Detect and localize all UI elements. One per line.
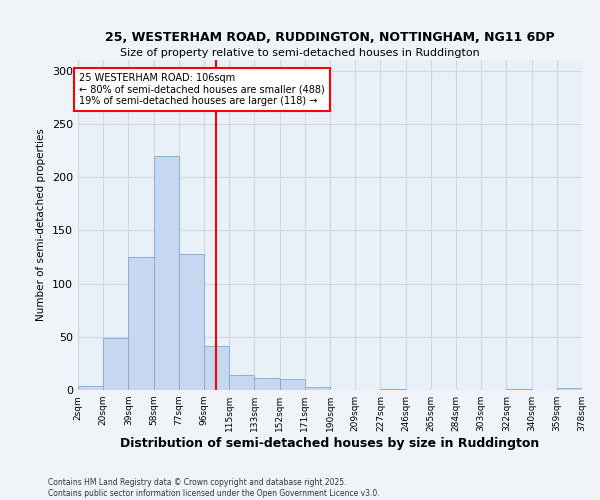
Bar (128, 257, 154, 390)
Text: Contains HM Land Registry data © Crown copyright and database right 2025.
Contai: Contains HM Land Registry data © Crown c… (48, 478, 380, 498)
Bar (280, 380, 305, 390)
Bar (305, 387, 330, 390)
Bar (103, 338, 128, 390)
Bar (229, 375, 254, 390)
Title: 25, WESTERHAM ROAD, RUDDINGTON, NOTTINGHAM, NG11 6DP: 25, WESTERHAM ROAD, RUDDINGTON, NOTTINGH… (105, 30, 555, 44)
Bar (204, 346, 229, 390)
Y-axis label: Number of semi-detached properties: Number of semi-detached properties (37, 128, 46, 322)
Text: 25 WESTERHAM ROAD: 106sqm
← 80% of semi-detached houses are smaller (488)
19% of: 25 WESTERHAM ROAD: 106sqm ← 80% of semi-… (79, 73, 325, 106)
Bar (557, 388, 582, 390)
Text: Size of property relative to semi-detached houses in Ruddington: Size of property relative to semi-detach… (120, 48, 480, 58)
Bar (254, 378, 280, 390)
Bar (506, 389, 532, 390)
Bar (78, 386, 103, 390)
X-axis label: Distribution of semi-detached houses by size in Ruddington: Distribution of semi-detached houses by … (121, 437, 539, 450)
Bar (380, 389, 406, 390)
Bar (179, 254, 204, 390)
Bar (154, 156, 179, 390)
